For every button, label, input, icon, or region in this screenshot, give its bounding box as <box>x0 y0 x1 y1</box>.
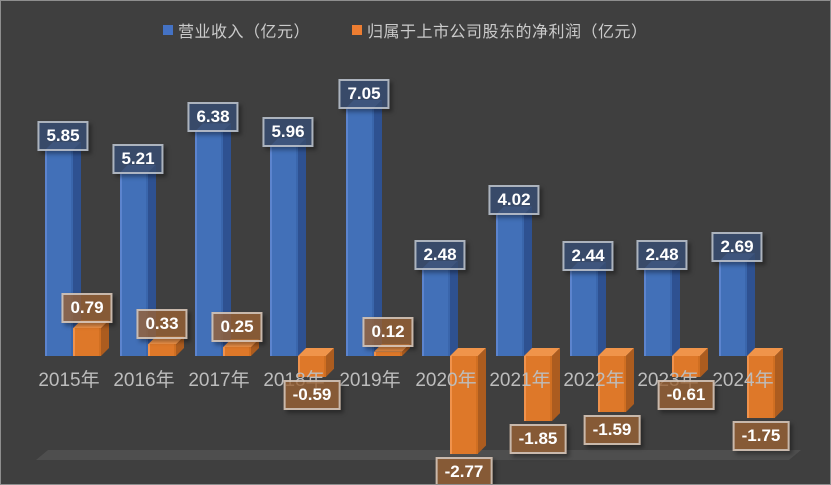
revenue-bar-side-face <box>73 142 81 356</box>
revenue-value-label: 2.44 <box>562 241 614 272</box>
x-axis-label: 2019年 <box>339 370 401 391</box>
revenue-bar-side-face <box>223 123 231 356</box>
profit-bar-side-face <box>402 344 410 356</box>
profit-bar-top-face <box>298 348 334 356</box>
profit-bar-3 <box>298 356 326 377</box>
revenue-value-label: 5.21 <box>112 143 164 174</box>
profit-bar-5 <box>450 356 478 454</box>
profit-bar-side-face <box>775 348 783 418</box>
profit-bar-top-face <box>672 348 708 356</box>
legend: 营业收入（亿元） 归属于上市公司股东的净利润（亿元） <box>163 18 648 42</box>
revenue-bar-side-face <box>672 261 680 356</box>
x-axis-label: 2020年 <box>415 370 477 391</box>
revenue-bar-4 <box>346 107 374 356</box>
profit-value-label: -1.85 <box>509 424 567 455</box>
revenue-bar-side-face <box>598 262 606 356</box>
revenue-value-label: 4.02 <box>488 185 540 216</box>
profit-bar-top-face <box>450 348 486 356</box>
profit-bar-2 <box>223 347 251 356</box>
x-axis-label: 2021年 <box>489 370 551 391</box>
profit-bar-side-face <box>478 348 486 454</box>
profit-bar-1 <box>148 344 176 356</box>
legend-item-net-profit: 归属于上市公司股东的净利润（亿元） <box>352 18 648 42</box>
profit-bar-side-face <box>700 348 708 377</box>
profit-bar-top-face <box>524 348 560 356</box>
profit-bar-9 <box>747 356 775 418</box>
revenue-value-label: 2.48 <box>414 239 466 270</box>
revenue-bar-side-face <box>374 100 382 356</box>
profit-bar-top-face <box>374 344 410 352</box>
revenue-bar-5 <box>422 268 450 356</box>
profit-value-label: 0.33 <box>136 309 188 340</box>
profit-value-label: -1.75 <box>732 420 790 451</box>
revenue-value-label: 2.69 <box>711 232 763 263</box>
x-axis-label: 2017年 <box>188 370 250 391</box>
profit-value-label: 0.25 <box>211 312 263 343</box>
revenue-bar-9 <box>719 261 747 356</box>
profit-bar-top-face <box>223 339 259 347</box>
profit-bar-top-face <box>598 348 634 356</box>
profit-bar-side-face <box>626 348 634 412</box>
revenue-bar-8 <box>644 268 672 356</box>
floor-plane <box>36 450 801 460</box>
profit-value-label: 0.12 <box>362 316 414 347</box>
profit-bar-side-face <box>176 336 184 356</box>
profit-bar-8 <box>672 356 700 378</box>
profit-value-label: -0.59 <box>283 379 341 410</box>
profit-bar-7 <box>598 356 626 412</box>
profit-bar-6 <box>524 356 552 422</box>
x-axis-label: 2015年 <box>38 370 100 391</box>
legend-swatch-net-profit-icon <box>352 25 363 35</box>
revenue-bar-side-face <box>524 206 532 356</box>
revenue-bar-0 <box>45 150 73 356</box>
profit-bar-side-face <box>552 348 560 421</box>
revenue-bar-side-face <box>450 261 458 356</box>
revenue-value-label: 7.05 <box>338 78 390 109</box>
profit-bar-0 <box>73 328 101 356</box>
revenue-bar-6 <box>496 214 524 356</box>
profit-bar-side-face <box>101 320 109 356</box>
legend-label-revenue: 营业收入（亿元） <box>178 24 311 41</box>
revenue-value-label: 6.38 <box>187 102 239 133</box>
profit-bar-top-face <box>73 320 109 328</box>
profit-value-label: -0.61 <box>657 380 715 411</box>
x-axis-label: 2024年 <box>712 370 774 391</box>
profit-bar-side-face <box>326 348 334 377</box>
revenue-value-label: 5.85 <box>37 121 89 152</box>
profit-value-label: -1.59 <box>583 414 641 445</box>
profit-value-label: 0.79 <box>61 293 113 324</box>
revenue-bar-side-face <box>298 138 306 356</box>
revenue-bar-side-face <box>148 165 156 356</box>
legend-item-revenue: 营业收入（亿元） <box>163 18 310 42</box>
x-axis-label: 2016年 <box>113 370 175 391</box>
revenue-bar-7 <box>570 270 598 356</box>
profit-bar-side-face <box>251 339 259 356</box>
profit-bar-top-face <box>747 348 783 356</box>
profit-bar-4 <box>374 351 402 356</box>
revenue-value-label: 5.96 <box>262 117 314 148</box>
revenue-bar-side-face <box>747 253 755 356</box>
legend-label-net-profit: 归属于上市公司股东的净利润（亿元） <box>367 24 648 41</box>
legend-swatch-revenue-icon <box>163 25 173 35</box>
profit-bar-top-face <box>148 336 184 344</box>
x-axis-label: 2022年 <box>563 370 625 391</box>
profit-value-label: -2.77 <box>435 456 493 484</box>
revenue-bar-3 <box>270 146 298 356</box>
revenue-value-label: 2.48 <box>636 239 688 270</box>
